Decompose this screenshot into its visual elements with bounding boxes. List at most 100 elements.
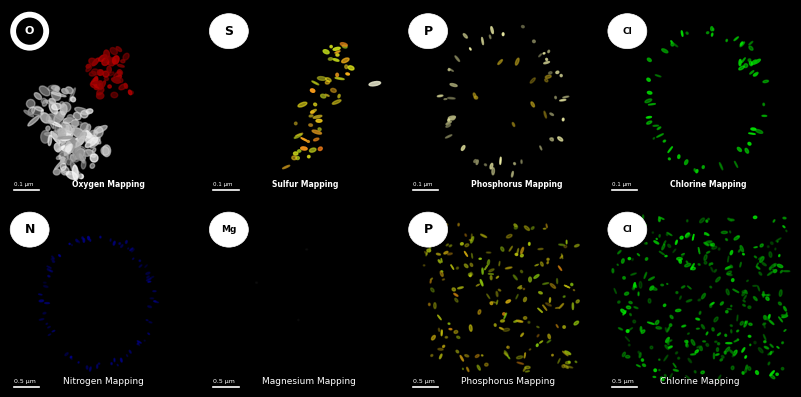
Ellipse shape xyxy=(328,58,332,60)
Ellipse shape xyxy=(444,98,447,100)
Ellipse shape xyxy=(298,319,299,321)
Ellipse shape xyxy=(558,266,562,270)
Ellipse shape xyxy=(516,320,523,322)
Ellipse shape xyxy=(696,328,699,329)
Ellipse shape xyxy=(476,160,478,164)
Ellipse shape xyxy=(73,136,85,147)
Ellipse shape xyxy=(557,137,563,141)
Ellipse shape xyxy=(538,292,542,294)
Ellipse shape xyxy=(309,148,316,152)
Ellipse shape xyxy=(769,252,772,257)
Ellipse shape xyxy=(46,100,54,105)
Ellipse shape xyxy=(666,337,670,342)
Ellipse shape xyxy=(751,128,756,130)
Ellipse shape xyxy=(111,362,112,365)
Ellipse shape xyxy=(559,304,564,308)
Ellipse shape xyxy=(712,246,717,249)
Ellipse shape xyxy=(685,340,688,343)
Ellipse shape xyxy=(558,359,560,363)
Ellipse shape xyxy=(658,359,660,360)
Ellipse shape xyxy=(783,226,785,227)
Ellipse shape xyxy=(773,220,775,222)
Ellipse shape xyxy=(771,375,775,379)
Ellipse shape xyxy=(626,355,630,358)
Ellipse shape xyxy=(750,71,754,74)
Ellipse shape xyxy=(533,40,535,42)
Ellipse shape xyxy=(66,159,71,165)
Ellipse shape xyxy=(465,252,468,256)
Ellipse shape xyxy=(764,316,768,320)
Ellipse shape xyxy=(473,160,477,162)
Ellipse shape xyxy=(117,364,119,366)
Ellipse shape xyxy=(111,78,120,83)
Ellipse shape xyxy=(656,327,662,329)
Ellipse shape xyxy=(121,245,123,247)
Ellipse shape xyxy=(452,288,456,291)
Ellipse shape xyxy=(104,50,110,58)
Ellipse shape xyxy=(481,37,484,44)
Ellipse shape xyxy=(763,103,764,106)
Ellipse shape xyxy=(463,34,468,38)
Ellipse shape xyxy=(451,117,455,120)
Ellipse shape xyxy=(670,374,672,378)
Ellipse shape xyxy=(431,288,434,292)
Ellipse shape xyxy=(449,116,456,119)
Ellipse shape xyxy=(61,102,70,112)
Ellipse shape xyxy=(66,133,71,139)
Ellipse shape xyxy=(101,146,109,155)
Ellipse shape xyxy=(749,323,752,326)
Ellipse shape xyxy=(496,291,498,297)
Ellipse shape xyxy=(98,70,103,75)
Ellipse shape xyxy=(622,352,626,357)
Ellipse shape xyxy=(54,158,65,170)
Ellipse shape xyxy=(726,239,727,241)
Ellipse shape xyxy=(638,351,640,354)
Ellipse shape xyxy=(642,359,643,361)
Ellipse shape xyxy=(657,134,663,137)
Ellipse shape xyxy=(490,164,493,169)
Ellipse shape xyxy=(691,339,695,345)
Ellipse shape xyxy=(256,282,257,283)
Ellipse shape xyxy=(688,358,691,363)
Ellipse shape xyxy=(479,258,481,259)
Ellipse shape xyxy=(663,140,666,142)
Ellipse shape xyxy=(779,254,780,256)
Ellipse shape xyxy=(763,335,766,340)
Ellipse shape xyxy=(650,287,657,290)
Ellipse shape xyxy=(608,13,646,49)
Ellipse shape xyxy=(748,367,751,370)
Ellipse shape xyxy=(745,321,746,323)
Ellipse shape xyxy=(515,58,519,65)
Ellipse shape xyxy=(742,348,745,352)
Ellipse shape xyxy=(81,110,88,118)
Ellipse shape xyxy=(441,271,443,272)
Ellipse shape xyxy=(62,142,70,146)
Ellipse shape xyxy=(743,253,744,255)
Ellipse shape xyxy=(490,302,493,304)
Ellipse shape xyxy=(342,58,349,63)
Ellipse shape xyxy=(144,340,145,341)
Ellipse shape xyxy=(653,376,656,378)
Ellipse shape xyxy=(39,319,44,320)
Ellipse shape xyxy=(622,259,624,263)
Ellipse shape xyxy=(58,139,66,146)
Text: P: P xyxy=(424,223,433,236)
Ellipse shape xyxy=(763,341,766,343)
Ellipse shape xyxy=(128,90,131,95)
Ellipse shape xyxy=(154,301,159,303)
Ellipse shape xyxy=(730,350,734,354)
Ellipse shape xyxy=(296,133,303,136)
Ellipse shape xyxy=(46,114,54,123)
Ellipse shape xyxy=(71,358,72,359)
Ellipse shape xyxy=(120,358,123,362)
Ellipse shape xyxy=(639,281,642,288)
Ellipse shape xyxy=(714,317,718,322)
Ellipse shape xyxy=(48,334,50,335)
Ellipse shape xyxy=(58,131,73,141)
Ellipse shape xyxy=(501,247,504,251)
Ellipse shape xyxy=(563,96,569,98)
Ellipse shape xyxy=(150,298,154,299)
Ellipse shape xyxy=(109,72,114,76)
Ellipse shape xyxy=(750,61,752,66)
Ellipse shape xyxy=(562,118,564,121)
